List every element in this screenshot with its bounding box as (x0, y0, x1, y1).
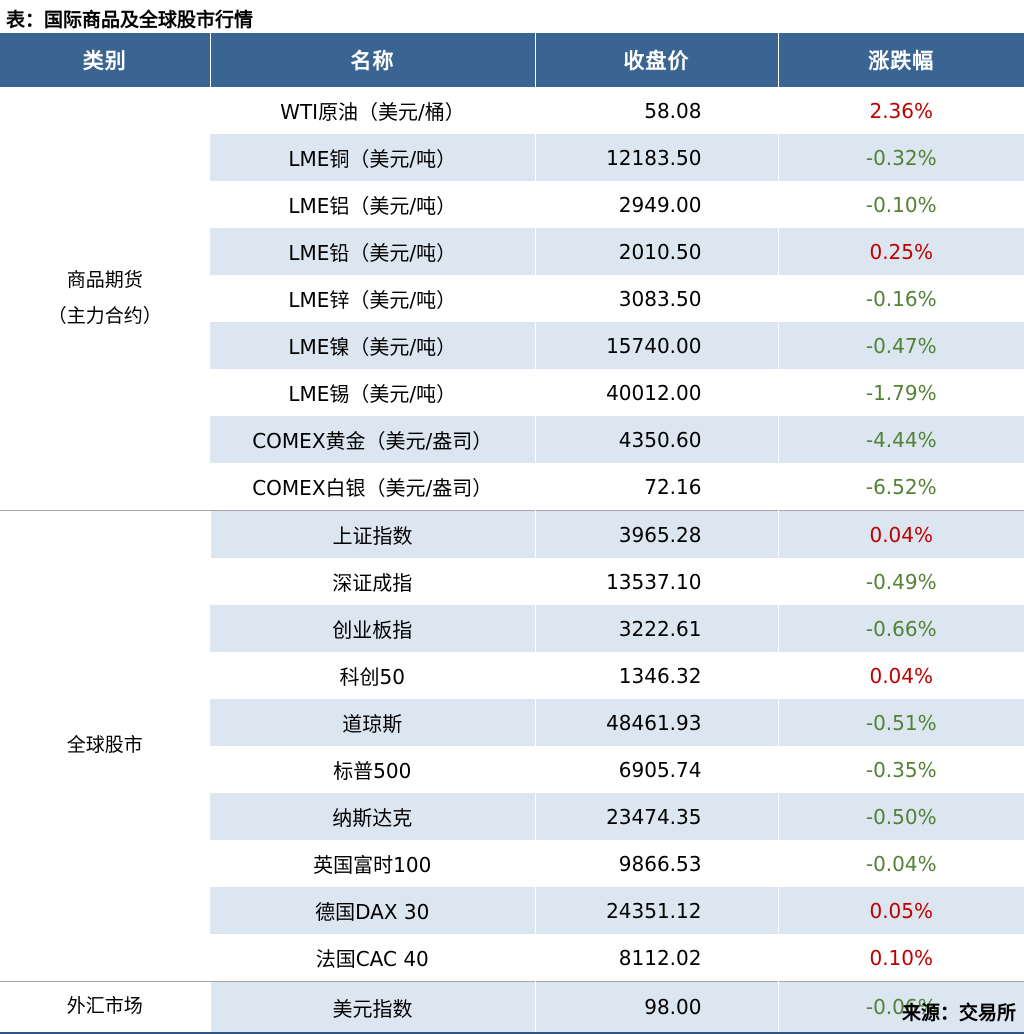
instrument-name-cell: LME镍（美元/吨） (210, 322, 535, 369)
instrument-name-cell: 纳斯达克 (210, 793, 535, 840)
table-row: LME铝（美元/吨） 2949.00 -0.10% (0, 181, 1024, 228)
change-percent-cell: 0.10% (777, 934, 1024, 982)
close-price-cell: 3965.28 (534, 510, 778, 558)
instrument-name-cell: COMEX黄金（美元/盎司） (210, 416, 535, 463)
table-row: LME锡（美元/吨） 40012.00 -1.79% (0, 369, 1024, 416)
table-caption: 表：国际商品及全球股市行情 (6, 9, 254, 31)
change-percent-cell: -6.52% (777, 463, 1024, 511)
table-row: 标普500 6905.74 -0.35% (0, 746, 1024, 793)
close-price-cell: 2010.50 (534, 228, 778, 275)
table-body: 商品期货 （主力合约） WTI原油（美元/桶） 58.08 2.36% LME铜（美元/吨… (0, 87, 1024, 1034)
close-price-cell: 24351.12 (534, 887, 778, 934)
instrument-name-cell: 美元指数 (209, 981, 535, 1034)
instrument-name-cell: 标普500 (210, 746, 535, 793)
table-row: 道琼斯 48461.93 -0.51% (0, 699, 1024, 746)
close-price-cell: 2949.00 (534, 181, 778, 228)
change-percent-cell: -0.66% (777, 605, 1024, 652)
table-row: LME铅（美元/吨） 2010.50 0.25% (0, 228, 1024, 275)
category-cell: 外汇市场 (0, 981, 210, 1034)
table-row: COMEX白银（美元/盎司） 72.16 -6.52% (0, 463, 1024, 511)
category-cell: 商品期货 （主力合约） (0, 87, 210, 511)
instrument-name-cell: 深证成指 (210, 558, 535, 605)
table-row: 创业板指 3222.61 -0.66% (0, 605, 1024, 652)
change-percent-cell: 0.04% (777, 510, 1024, 558)
table-row: LME铜（美元/吨） 12183.50 -0.32% (0, 134, 1024, 181)
instrument-name-cell: LME铅（美元/吨） (210, 228, 535, 275)
instrument-name-cell: 上证指数 (209, 510, 535, 558)
change-percent-cell: -0.35% (777, 746, 1024, 793)
instrument-name-cell: 英国富时100 (210, 840, 535, 887)
close-price-cell: 13537.10 (534, 558, 778, 605)
close-price-cell: 58.08 (534, 87, 778, 134)
change-percent-cell: -4.44% (777, 416, 1024, 463)
change-percent-cell: -1.79% (777, 369, 1024, 416)
instrument-name-cell: 德国DAX 30 (210, 887, 535, 934)
source-note: 来源：交易所 (901, 1002, 1016, 1024)
table-row: 纳斯达克 23474.35 -0.50% (0, 793, 1024, 840)
header-close: 收盘价 (534, 33, 778, 87)
close-price-cell: 8112.02 (534, 934, 778, 982)
close-price-cell: 6905.74 (534, 746, 778, 793)
close-price-cell: 3222.61 (534, 605, 778, 652)
change-percent-cell: -0.47% (777, 322, 1024, 369)
table-row: 法国CAC 40 8112.02 0.10% (0, 934, 1024, 982)
change-percent-cell: -0.49% (777, 558, 1024, 605)
instrument-name-cell: 法国CAC 40 (210, 934, 535, 982)
change-percent-cell: -0.10% (777, 181, 1024, 228)
table-row: 全球股市 上证指数 3965.28 0.04% (0, 510, 1024, 982)
change-percent-cell: -0.04% (777, 840, 1024, 887)
instrument-name-cell: 科创50 (210, 652, 535, 699)
change-percent-cell: -0.51% (777, 699, 1024, 746)
quote-table: 类别 名称 收盘价 涨跌幅 商品期货 （主力合约） WTI原油（美元/桶） 58.08… (0, 33, 1024, 1034)
close-price-cell: 40012.00 (534, 369, 778, 416)
close-price-cell: 23474.35 (534, 793, 778, 840)
header-row: 类别 名称 收盘价 涨跌幅 (0, 33, 1024, 87)
table-row: 科创50 1346.32 0.04% (0, 652, 1024, 699)
close-price-cell: 9866.53 (534, 840, 778, 887)
close-price-cell: 3083.50 (534, 275, 778, 322)
instrument-name-cell: LME铝（美元/吨） (210, 181, 535, 228)
change-percent-cell: 2.36% (777, 87, 1024, 134)
header-category: 类别 (0, 33, 210, 87)
close-price-cell: 12183.50 (534, 134, 778, 181)
table-row: 深证成指 13537.10 -0.49% (0, 558, 1024, 605)
category-cell: 全球股市 (0, 510, 210, 982)
close-price-cell: 98.00 (534, 981, 778, 1034)
table-row: 德国DAX 30 24351.12 0.05% (0, 887, 1024, 934)
close-price-cell: 1346.32 (534, 652, 778, 699)
change-percent-cell: 0.04% (777, 652, 1024, 699)
table-header: 类别 名称 收盘价 涨跌幅 (0, 33, 1024, 87)
change-percent-cell: -0.50% (777, 793, 1024, 840)
close-price-cell: 48461.93 (534, 699, 778, 746)
instrument-name-cell: COMEX白银（美元/盎司） (210, 463, 535, 511)
instrument-name-cell: LME铜（美元/吨） (210, 134, 535, 181)
instrument-name-cell: LME锡（美元/吨） (210, 369, 535, 416)
header-name: 名称 (209, 33, 535, 87)
change-percent-cell: -0.06% (777, 981, 1024, 1034)
change-percent-cell: -0.32% (777, 134, 1024, 181)
close-price-cell: 15740.00 (534, 322, 778, 369)
close-price-cell: 72.16 (534, 463, 778, 511)
instrument-name-cell: WTI原油（美元/桶） (209, 87, 535, 134)
table-row: 英国富时100 9866.53 -0.04% (0, 840, 1024, 887)
close-price-cell: 4350.60 (534, 416, 778, 463)
table-row: LME镍（美元/吨） 15740.00 -0.47% (0, 322, 1024, 369)
table-row: LME锌（美元/吨） 3083.50 -0.16% (0, 275, 1024, 322)
change-percent-cell: 0.25% (777, 228, 1024, 275)
table-row: COMEX黄金（美元/盎司） 4350.60 -4.44% (0, 416, 1024, 463)
instrument-name-cell: 创业板指 (210, 605, 535, 652)
change-percent-cell: -0.16% (777, 275, 1024, 322)
table-row: 外汇市场 美元指数 98.00 -0.06% (0, 981, 1024, 1034)
change-percent-cell: 0.05% (777, 887, 1024, 934)
instrument-name-cell: LME锌（美元/吨） (210, 275, 535, 322)
table-row: 商品期货 （主力合约） WTI原油（美元/桶） 58.08 2.36% (0, 87, 1024, 511)
header-change: 涨跌幅 (777, 33, 1024, 87)
instrument-name-cell: 道琼斯 (210, 699, 535, 746)
